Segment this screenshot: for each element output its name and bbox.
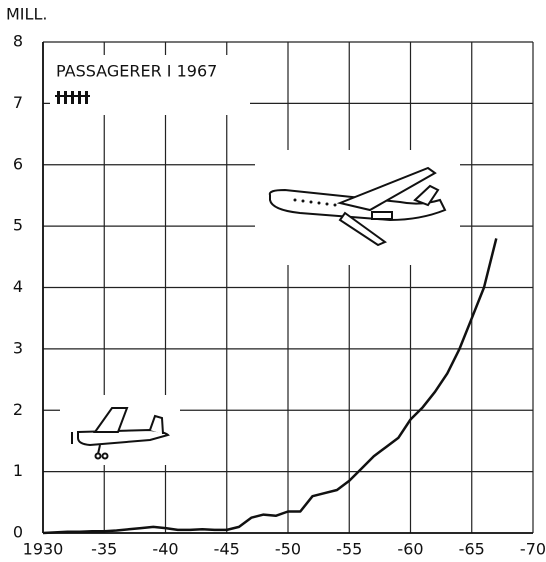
y-tick-label: 2: [13, 400, 23, 419]
x-tick-label: -65: [459, 540, 485, 559]
y-tick-label: 8: [13, 32, 23, 51]
x-tick-label: -50: [275, 540, 301, 559]
y-axis-label: MILL.: [6, 5, 47, 24]
x-tick-label: -60: [397, 540, 423, 559]
y-tick-label: 7: [13, 93, 23, 112]
chart-title: PASSAGERER I 1967: [56, 62, 217, 81]
x-tick-label: -70: [520, 540, 546, 559]
page: {"chart_data": {"type": "line", "title":…: [0, 0, 546, 562]
y-tick-label: 0: [13, 523, 23, 542]
y-tick-label: 5: [13, 216, 23, 235]
y-tick-label: 1: [13, 461, 23, 480]
y-tick-label: 4: [13, 277, 23, 296]
y-tick-label: 6: [13, 154, 23, 173]
x-tick-label: 1930: [23, 540, 64, 559]
x-tick-label: -40: [152, 540, 178, 559]
y-tick-label: 3: [13, 338, 23, 357]
chart: PASSAGERER I 1967 MILL. 0 1 2 3 4 5 6 7 8 1930 -35…: [0, 0, 546, 562]
x-tick-label: -55: [336, 540, 362, 559]
x-tick-label: -35: [91, 540, 117, 559]
data-line: [43, 238, 496, 533]
x-tick-label: -45: [214, 540, 240, 559]
